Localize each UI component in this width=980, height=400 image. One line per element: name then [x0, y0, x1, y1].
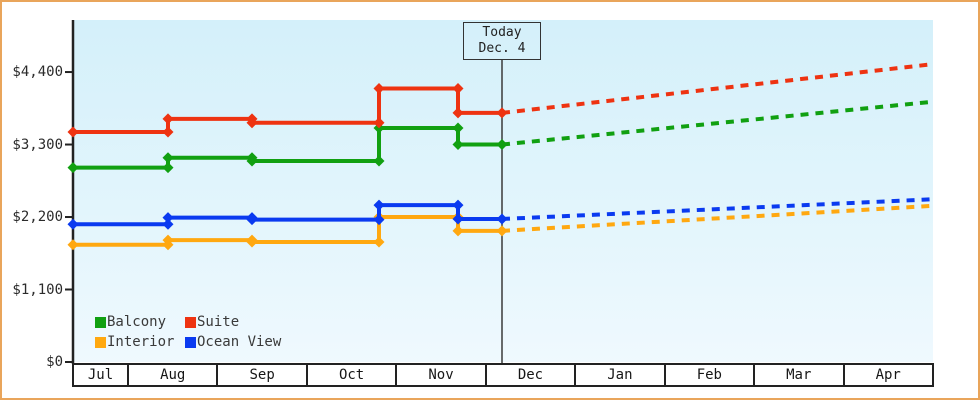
data-point-marker-suite[interactable]	[496, 107, 508, 119]
month-cell-jul: Jul	[72, 365, 129, 385]
forecast-line-suite	[501, 62, 934, 115]
data-point-marker-ocean-view[interactable]	[452, 213, 464, 225]
suite-swatch-icon	[185, 316, 196, 328]
month-cell-sep: Sep	[218, 365, 308, 385]
ocean-view-swatch-icon	[185, 336, 196, 348]
y-axis-tick-label: $4,400	[12, 64, 63, 81]
balcony-swatch-icon	[95, 316, 106, 328]
data-point-marker-interior[interactable]	[452, 225, 464, 237]
data-point-marker-ocean-view[interactable]	[67, 218, 79, 230]
data-point-marker-ocean-view[interactable]	[162, 218, 174, 230]
data-point-marker-suite[interactable]	[373, 117, 385, 129]
data-point-marker-balcony[interactable]	[67, 162, 79, 174]
data-point-marker-balcony[interactable]	[246, 155, 258, 167]
data-point-marker-ocean-view[interactable]	[496, 213, 508, 225]
month-cell-apr: Apr	[845, 365, 934, 385]
y-axis-tick-label: $2,200	[12, 209, 63, 226]
legend-item-ocean-view: Ocean View	[185, 334, 281, 350]
forecast-line-interior	[501, 203, 934, 233]
data-point-marker-suite[interactable]	[162, 126, 174, 138]
data-point-marker-suite[interactable]	[373, 83, 385, 95]
month-cell-oct: Oct	[308, 365, 398, 385]
data-point-marker-ocean-view[interactable]	[373, 199, 385, 211]
data-point-marker-interior[interactable]	[496, 225, 508, 237]
today-date: Dec. 4	[478, 41, 526, 56]
y-axis-tick-label: $0	[46, 354, 63, 370]
data-point-marker-suite[interactable]	[246, 117, 258, 129]
data-point-marker-balcony[interactable]	[162, 152, 174, 164]
data-point-marker-interior[interactable]	[246, 236, 258, 248]
series-line-ocean-view	[73, 203, 502, 227]
plot-area	[74, 20, 933, 362]
data-point-marker-ocean-view[interactable]	[246, 214, 258, 226]
legend-item-balcony: Balcony	[95, 314, 185, 330]
x-axis-month-row: Jul Aug Sep Oct Nov Dec Jan Feb Mar Apr	[72, 363, 934, 387]
data-point-marker-interior[interactable]	[67, 239, 79, 251]
data-point-marker-balcony[interactable]	[452, 139, 464, 151]
data-point-marker-suite[interactable]	[67, 126, 79, 138]
data-point-marker-ocean-view[interactable]	[373, 214, 385, 226]
data-point-marker-suite[interactable]	[162, 113, 174, 125]
data-point-marker-ocean-view[interactable]	[162, 212, 174, 224]
forecast-line-ocean-view	[501, 197, 934, 221]
interior-swatch-icon	[95, 336, 106, 348]
y-axis-labels: $4,400 $3,300 $2,200 $1,100 $0	[2, 2, 65, 398]
today-annotation-box: Today Dec. 4	[463, 22, 541, 60]
y-axis-tick-label: $3,300	[12, 136, 63, 153]
data-point-marker-interior[interactable]	[162, 234, 174, 246]
data-point-marker-ocean-view[interactable]	[452, 199, 464, 211]
data-point-marker-suite[interactable]	[452, 83, 464, 95]
data-point-marker-balcony[interactable]	[496, 139, 508, 151]
today-label: Today	[482, 25, 522, 40]
legend-label-suite: Suite	[197, 314, 240, 330]
month-cell-aug: Aug	[129, 365, 219, 385]
month-cell-nov: Nov	[397, 365, 487, 385]
data-point-marker-suite[interactable]	[452, 107, 464, 119]
month-cell-mar: Mar	[755, 365, 845, 385]
legend-label-balcony: Balcony	[107, 314, 167, 330]
legend-item-interior: Interior	[95, 334, 185, 350]
forecast-line-balcony	[501, 99, 934, 147]
data-point-marker-balcony[interactable]	[373, 155, 385, 167]
legend-item-suite: Suite	[185, 314, 281, 330]
data-point-marker-balcony[interactable]	[162, 162, 174, 174]
legend-label-ocean-view: Ocean View	[197, 334, 282, 350]
data-point-marker-interior[interactable]	[373, 236, 385, 248]
month-cell-dec: Dec	[487, 365, 577, 385]
chart-legend: Balcony Suite Interior Ocean View	[95, 314, 281, 350]
legend-label-interior: Interior	[107, 334, 175, 350]
data-point-marker-balcony[interactable]	[452, 122, 464, 134]
series-line-suite	[73, 86, 502, 135]
month-cell-feb: Feb	[666, 365, 756, 385]
month-cell-jan: Jan	[576, 365, 666, 385]
y-axis-tick-label: $1,100	[12, 281, 63, 298]
